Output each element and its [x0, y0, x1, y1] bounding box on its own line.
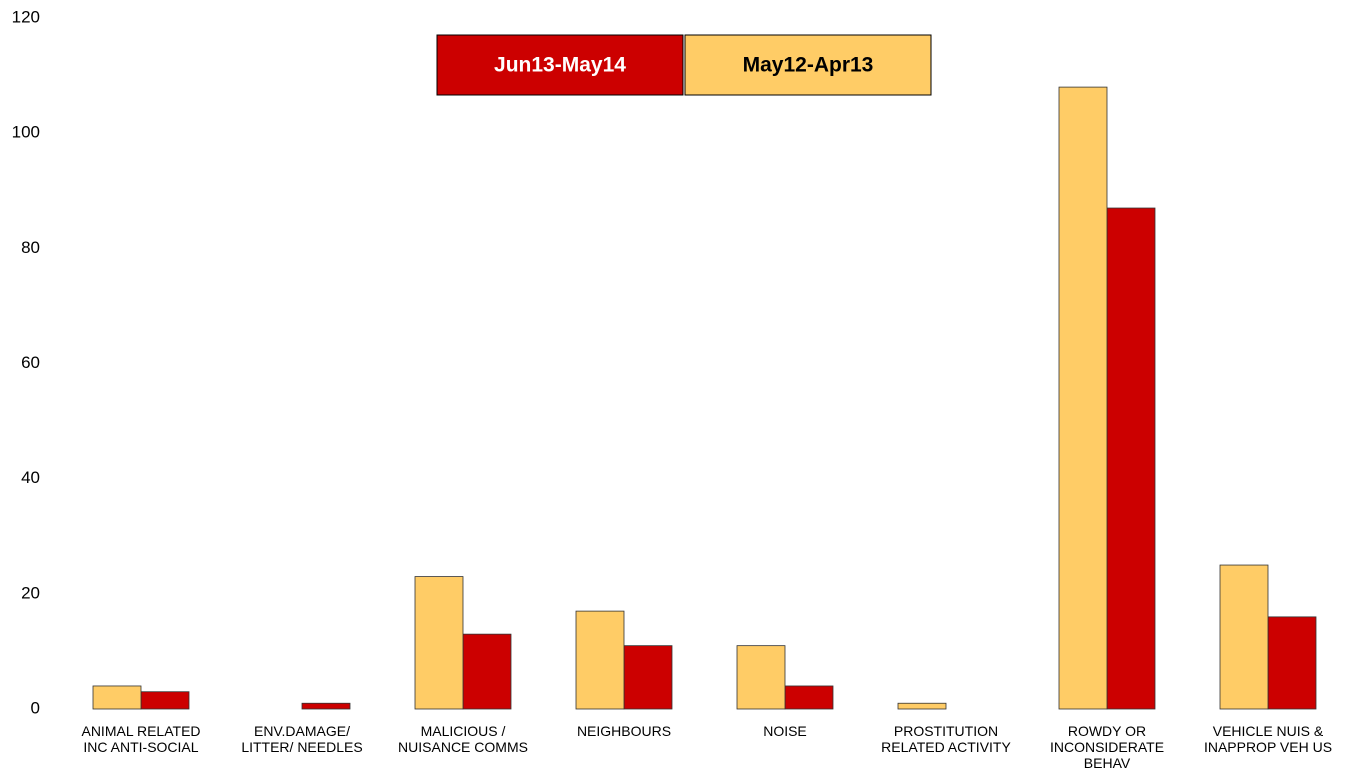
- x-tick-label: MALICIOUS / NUISANCE COMMS: [398, 723, 528, 755]
- bar: [301, 702, 351, 710]
- x-tick-label: ANIMAL RELATED INC ANTI-SOCIAL: [81, 723, 201, 755]
- y-tick-label: 100: [12, 123, 40, 142]
- legend-label: Jun13-May14: [494, 54, 626, 77]
- legend-swatch: [436, 34, 684, 96]
- bar: [92, 685, 142, 710]
- bar: [140, 691, 190, 710]
- x-tick-label: NOISE: [763, 723, 807, 739]
- bar: [784, 685, 834, 710]
- y-tick-label: 0: [31, 698, 40, 717]
- bar: [897, 702, 947, 710]
- y-tick-label: 20: [21, 583, 40, 602]
- bar: [1058, 86, 1108, 710]
- bar: [414, 576, 464, 710]
- bar: [1106, 207, 1156, 710]
- y-tick-label: 120: [12, 7, 40, 26]
- bar: [575, 610, 625, 710]
- bar: [1219, 564, 1269, 710]
- x-tick-label: ROWDY OR INCONSIDERATE BEHAV: [1049, 723, 1165, 771]
- y-tick-label: 40: [21, 468, 40, 487]
- bar: [736, 645, 786, 710]
- bar: [623, 645, 673, 710]
- y-tick-label: 80: [21, 238, 40, 257]
- x-tick-label: ENV.DAMAGE/ LITTER/ NEEDLES: [241, 723, 363, 755]
- y-tick-label: 60: [21, 353, 40, 372]
- legend-label: May12-Apr13: [743, 54, 874, 77]
- x-tick-label: VEHICLE NUIS & INAPPROP VEH US: [1203, 723, 1333, 755]
- x-tick-label: NEIGHBOURS: [576, 723, 672, 739]
- bar: [462, 633, 512, 710]
- bar: [1267, 616, 1317, 710]
- x-tick-label: PROSTITUTION RELATED ACTIVITY: [881, 723, 1011, 755]
- legend-swatch: [684, 34, 932, 96]
